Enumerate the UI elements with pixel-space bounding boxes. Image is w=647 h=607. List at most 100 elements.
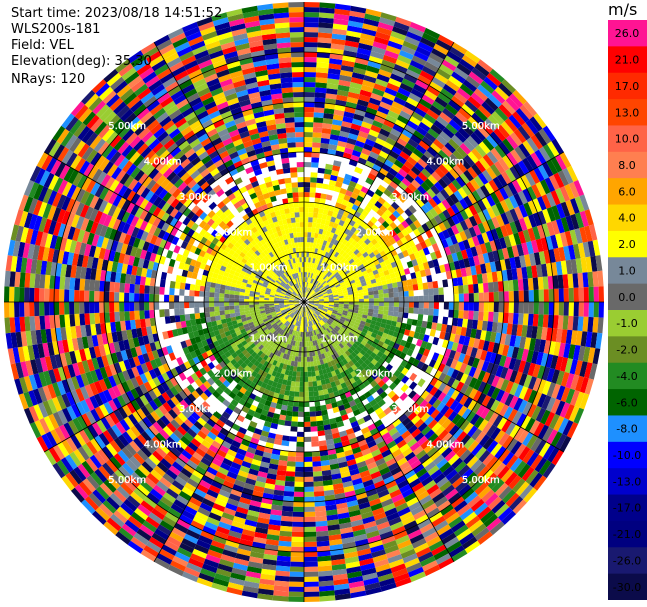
range-gate	[264, 307, 270, 311]
range-gate	[438, 382, 447, 392]
range-gate	[333, 206, 340, 214]
range-gate	[340, 283, 346, 288]
range-gate	[461, 536, 478, 550]
range-gate	[197, 404, 207, 414]
range-gate	[598, 302, 604, 318]
range-gate	[532, 314, 539, 327]
range-gate	[437, 34, 454, 47]
range-gate	[339, 281, 346, 286]
range-gate	[5, 332, 13, 349]
range-gate	[472, 357, 480, 369]
range-gate	[331, 244, 337, 250]
range-gate	[320, 218, 326, 225]
range-gate	[312, 306, 318, 309]
range-gate	[292, 308, 297, 312]
range-gate	[434, 379, 443, 390]
range-gate	[77, 361, 86, 375]
range-gate	[354, 266, 361, 272]
range-gate	[310, 283, 314, 289]
range-gate	[441, 432, 453, 444]
range-gate	[330, 381, 337, 388]
range-gate	[585, 256, 593, 273]
range-gate	[316, 349, 321, 356]
range-gate	[407, 566, 424, 578]
range-gate	[386, 440, 397, 450]
range-gate	[323, 373, 329, 380]
range-gate	[483, 302, 489, 312]
range-gate	[347, 575, 364, 584]
range-gate	[430, 124, 443, 135]
range-gate	[331, 124, 342, 131]
range-gate	[457, 277, 464, 286]
range-gate	[592, 348, 601, 365]
range-gate	[310, 421, 318, 427]
range-gate	[363, 298, 369, 302]
range-gate	[542, 314, 549, 328]
range-gate	[368, 129, 380, 138]
range-gate	[344, 449, 354, 457]
range-gate	[312, 295, 318, 298]
range-gate	[432, 315, 439, 324]
range-gate	[42, 400, 53, 416]
range-gate	[480, 121, 494, 135]
range-gate	[468, 366, 477, 378]
range-gate	[261, 563, 277, 571]
range-gate	[416, 257, 423, 265]
range-gate	[537, 224, 546, 239]
range-gate	[489, 331, 497, 343]
range-gate	[230, 488, 243, 497]
range-gate	[210, 316, 216, 322]
range-gate	[509, 334, 517, 347]
range-gate	[117, 407, 128, 420]
range-gate	[263, 487, 275, 495]
range-gate	[61, 379, 71, 394]
range-gate	[455, 268, 462, 278]
range-gate	[233, 369, 241, 377]
range-gate	[324, 315, 330, 320]
range-gate	[381, 432, 392, 441]
range-gate	[301, 321, 303, 327]
range-gate	[149, 309, 155, 319]
range-gate	[360, 331, 367, 337]
range-gate	[324, 269, 330, 275]
range-gate	[236, 448, 247, 456]
range-gate	[564, 404, 575, 420]
range-gate	[91, 334, 99, 347]
range-gate	[445, 103, 459, 116]
range-gate	[295, 376, 301, 382]
range-gate	[564, 184, 575, 200]
range-gate	[499, 237, 507, 249]
range-gate	[347, 311, 353, 315]
range-gate	[373, 383, 381, 392]
range-gate	[411, 55, 427, 66]
range-gate	[218, 328, 225, 335]
range-gate	[281, 510, 293, 517]
range-gate	[521, 122, 535, 138]
range-gate	[306, 311, 309, 317]
range-gate	[313, 117, 324, 123]
range-gate	[464, 119, 478, 133]
range-gate	[310, 426, 318, 432]
range-gate	[503, 184, 514, 198]
range-gate	[418, 140, 430, 151]
range-gate	[313, 345, 317, 351]
range-gate	[340, 125, 351, 133]
range-gate	[420, 412, 431, 423]
range-gate	[159, 443, 171, 455]
range-gate	[415, 547, 432, 558]
range-gate	[352, 408, 361, 417]
range-gate	[486, 440, 499, 453]
range-gate	[454, 461, 467, 473]
range-gate	[413, 405, 423, 416]
range-gate	[385, 549, 401, 559]
range-gate	[452, 164, 464, 177]
range-gate	[64, 314, 71, 328]
range-gate	[379, 427, 389, 437]
range-gate	[349, 319, 356, 325]
range-gate	[326, 289, 332, 293]
range-gate	[383, 297, 389, 302]
range-gate	[373, 302, 379, 306]
range-gate	[368, 298, 374, 302]
range-gate	[264, 303, 270, 307]
range-gate	[173, 499, 187, 510]
